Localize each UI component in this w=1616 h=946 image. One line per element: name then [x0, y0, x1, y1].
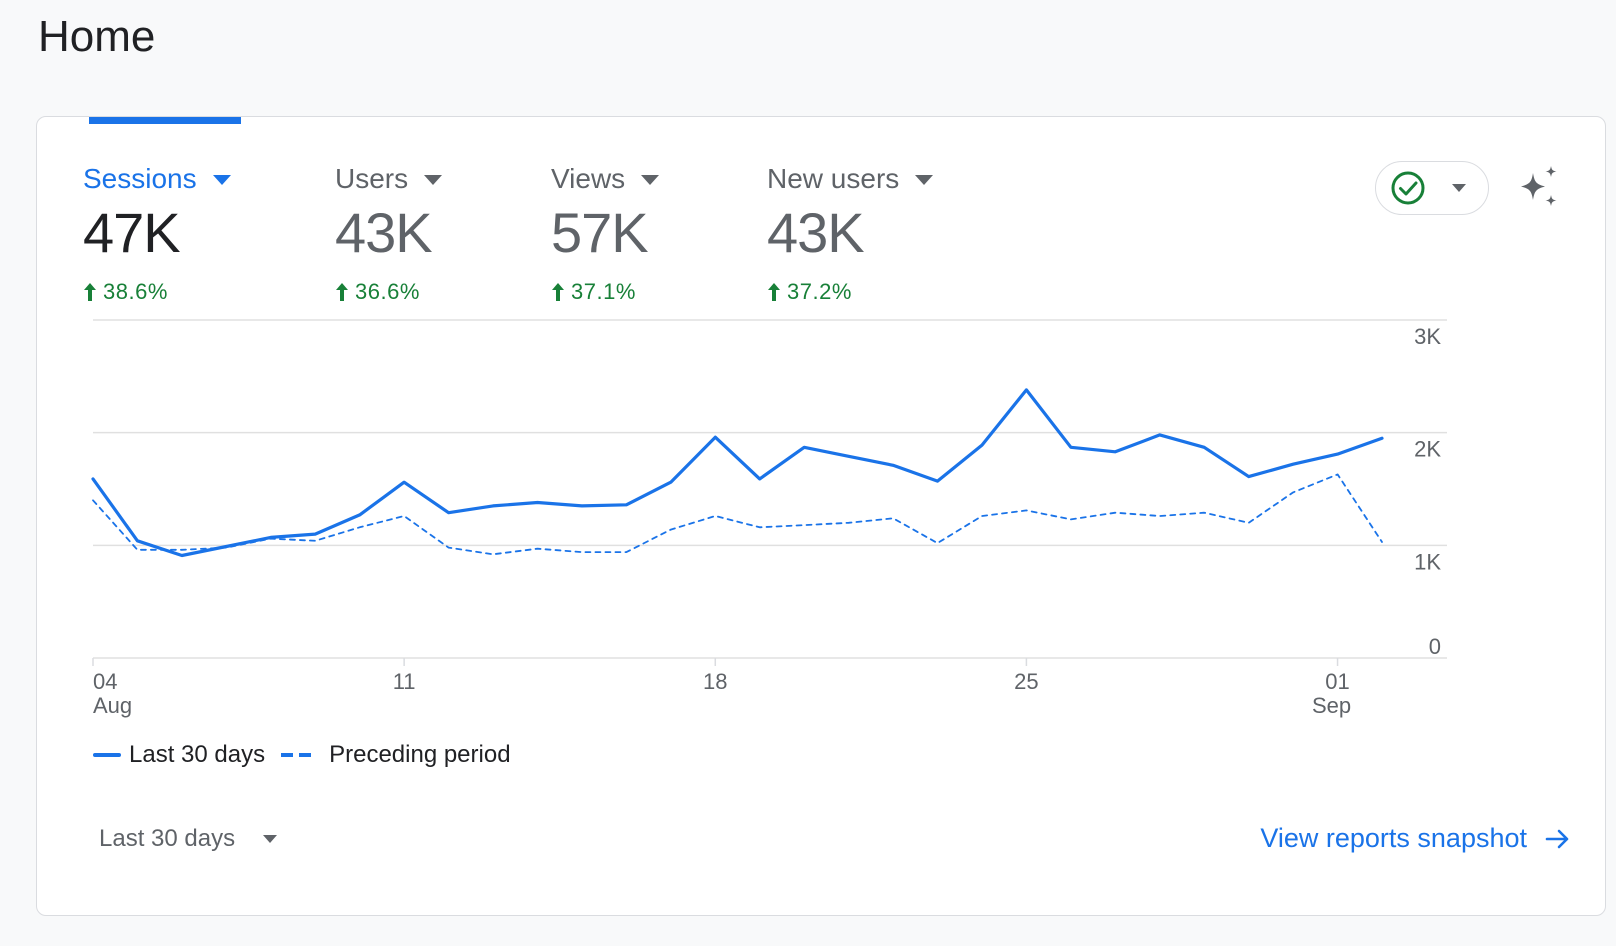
metric-value: 47K — [83, 201, 181, 264]
legend-swatch-dashed — [281, 753, 317, 757]
series-line-preceding-period — [92, 473, 1383, 556]
y-tick-label: 3K — [1414, 324, 1441, 349]
y-tick-label: 0 — [1429, 634, 1441, 659]
chevron-down-icon — [641, 175, 660, 185]
metric-delta: 37.2% — [767, 279, 933, 305]
chevron-down-icon — [212, 175, 231, 185]
chevron-down-icon — [263, 835, 278, 843]
x-tick-month-label: Aug — [93, 693, 132, 718]
active-tab-indicator — [89, 117, 241, 124]
metric-label: Users — [335, 161, 443, 197]
x-tick-label: 11 — [393, 669, 416, 694]
metric-tab-users[interactable]: Users 43K 36.6% — [335, 161, 443, 305]
date-range-dropdown[interactable]: Last 30 days — [99, 825, 278, 853]
legend-item-last-30-days[interactable]: Last 30 days — [93, 741, 265, 769]
metric-value: 57K — [551, 201, 649, 264]
x-tick-label: 04 — [93, 669, 117, 694]
series-line-last-30-days — [91, 388, 1384, 558]
arrow-up-icon — [768, 283, 780, 301]
chevron-down-icon — [1452, 184, 1466, 192]
metric-tab-new-users[interactable]: New users 43K 37.2% — [767, 161, 934, 305]
legend-item-preceding-period[interactable]: Preceding period — [281, 741, 511, 769]
arrow-up-icon — [552, 283, 564, 301]
sparkle-icon — [1521, 166, 1557, 206]
chevron-down-icon — [915, 175, 934, 185]
metric-label: Sessions — [83, 161, 231, 197]
status-dropdown[interactable] — [1375, 161, 1489, 215]
arrow-up-icon — [84, 283, 96, 301]
metric-delta: 38.6% — [83, 279, 231, 305]
metric-tab-sessions[interactable]: Sessions 47K 38.6% — [83, 161, 231, 305]
chart-legend: Last 30 days Preceding period — [93, 741, 527, 769]
y-tick-label: 2K — [1414, 437, 1441, 462]
y-tick-label: 1K — [1414, 549, 1441, 574]
check-circle-icon — [1391, 171, 1425, 205]
arrow-up-icon — [336, 283, 348, 301]
legend-swatch-solid — [93, 753, 121, 757]
overview-card: Sessions 47K 38.6% Users 43K 36.6% Views… — [36, 116, 1606, 916]
x-tick-month-label: Sep — [1312, 693, 1351, 718]
x-tick-label: 01 — [1325, 669, 1349, 694]
metric-label: New users — [767, 161, 934, 197]
x-tick-label: 25 — [1014, 669, 1038, 694]
metric-value: 43K — [335, 201, 433, 264]
metric-tab-views[interactable]: Views 57K 37.1% — [551, 161, 660, 305]
metric-label: Views — [551, 161, 660, 197]
arrow-right-icon — [1545, 829, 1569, 848]
metric-value: 43K — [767, 201, 865, 264]
metric-delta: 37.1% — [551, 279, 659, 305]
page-title: Home — [38, 12, 156, 61]
x-tick-label: 18 — [703, 669, 727, 694]
metric-delta: 36.6% — [335, 279, 442, 305]
chart-series — [91, 388, 1384, 558]
chevron-down-icon — [424, 175, 443, 185]
chart-gridlines — [93, 319, 1447, 659]
y-axis-ticks: 3K 2K 1K 0 — [1414, 324, 1441, 659]
insights-button[interactable] — [1515, 165, 1561, 216]
view-reports-snapshot-link[interactable]: View reports snapshot — [1260, 823, 1571, 854]
